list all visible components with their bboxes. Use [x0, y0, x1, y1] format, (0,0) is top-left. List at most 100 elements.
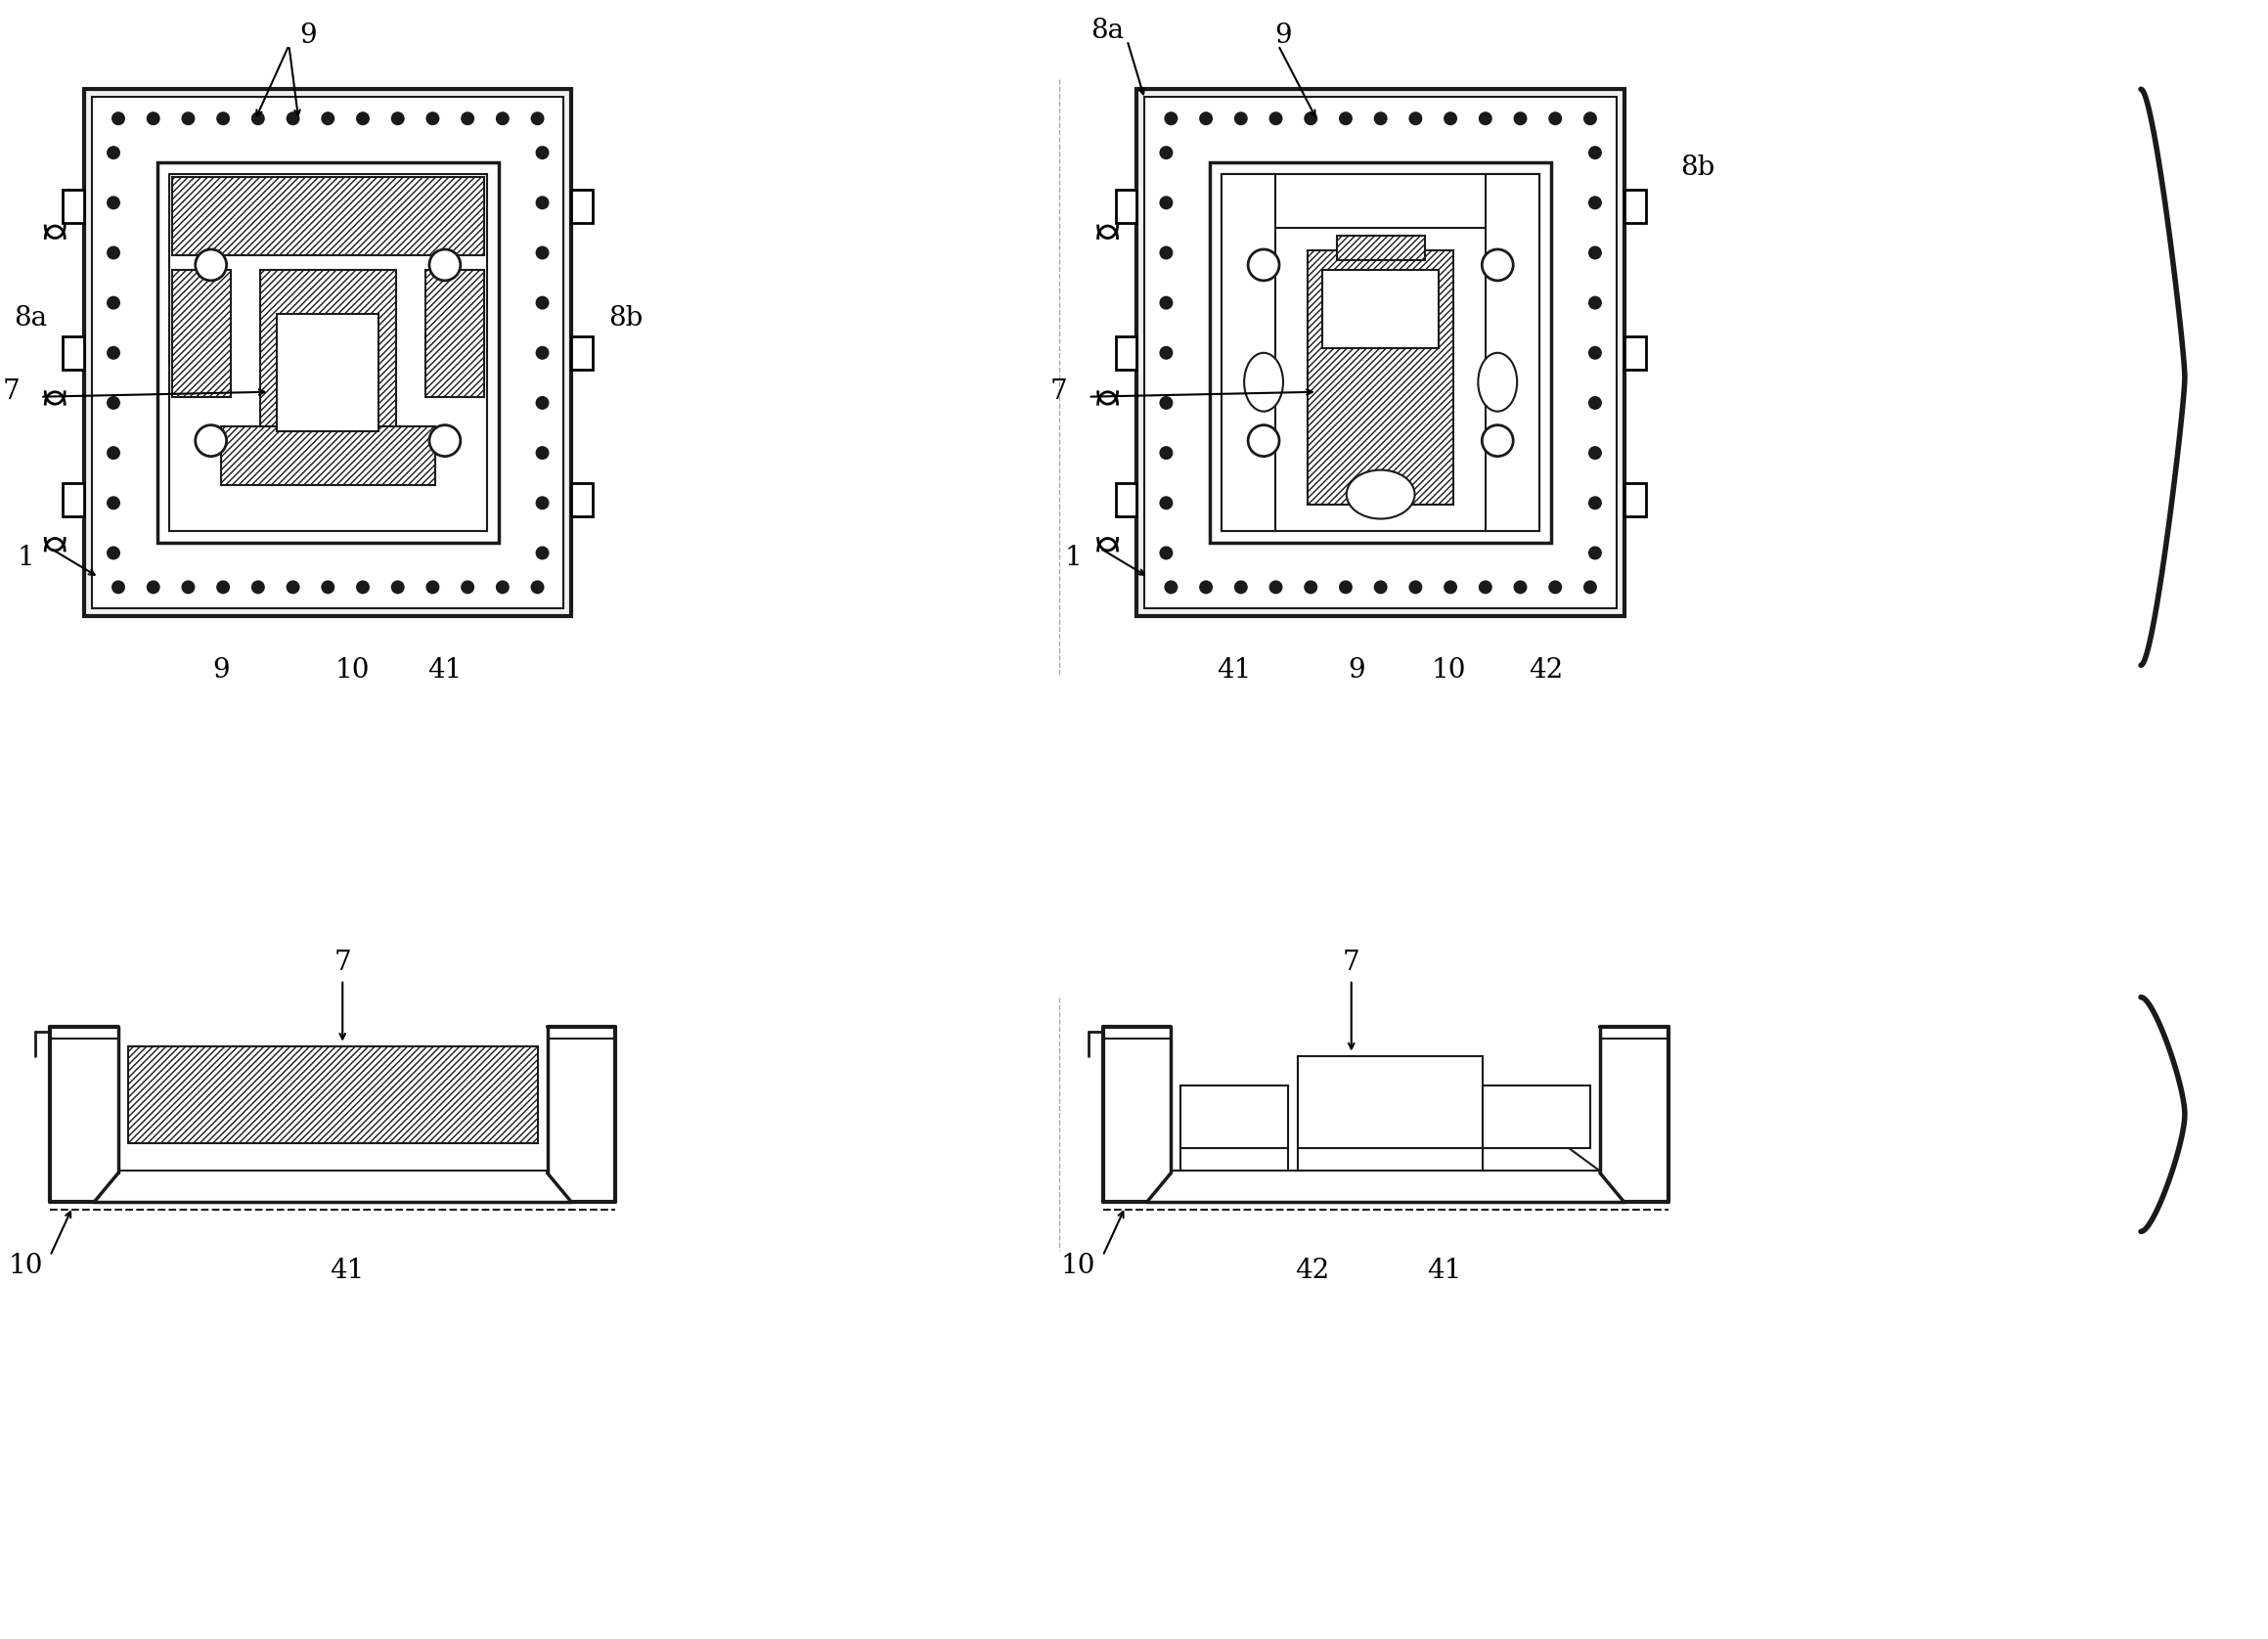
Circle shape	[1588, 446, 1601, 459]
Bar	[572, 190, 592, 223]
Circle shape	[111, 111, 125, 125]
Circle shape	[1445, 111, 1458, 125]
Bar	[1116, 336, 1136, 369]
Circle shape	[195, 249, 227, 280]
Circle shape	[429, 425, 460, 456]
Circle shape	[107, 197, 120, 210]
Bar	[1297, 1056, 1483, 1149]
Text: 10: 10	[1431, 657, 1465, 683]
Circle shape	[1159, 146, 1173, 159]
Text: 1: 1	[1066, 544, 1082, 570]
Bar	[426, 270, 483, 397]
Circle shape	[535, 246, 549, 259]
Text: 41: 41	[429, 657, 463, 683]
Text: 8b: 8b	[608, 305, 642, 331]
Circle shape	[1159, 346, 1173, 359]
Bar	[172, 177, 483, 256]
Bar	[220, 426, 435, 485]
Circle shape	[1513, 580, 1526, 593]
Bar	[1211, 162, 1551, 543]
Text: 8a: 8a	[1091, 18, 1125, 44]
Circle shape	[1338, 111, 1352, 125]
Circle shape	[1304, 111, 1318, 125]
Circle shape	[1159, 497, 1173, 510]
Circle shape	[322, 111, 336, 125]
Bar	[1222, 174, 1540, 228]
Circle shape	[1588, 297, 1601, 310]
Text: 8a: 8a	[14, 305, 48, 331]
Circle shape	[1200, 580, 1213, 593]
Text: 9: 9	[213, 657, 229, 683]
Circle shape	[535, 146, 549, 159]
Text: 10: 10	[1061, 1252, 1095, 1278]
Circle shape	[1234, 580, 1247, 593]
Circle shape	[107, 297, 120, 310]
Circle shape	[1583, 111, 1597, 125]
Bar	[172, 270, 231, 397]
Text: 41: 41	[1427, 1257, 1461, 1283]
Circle shape	[460, 580, 474, 593]
Circle shape	[147, 111, 161, 125]
Circle shape	[1445, 580, 1458, 593]
Circle shape	[535, 297, 549, 310]
Circle shape	[1588, 146, 1601, 159]
Circle shape	[1159, 446, 1173, 459]
Circle shape	[252, 111, 265, 125]
Circle shape	[426, 580, 440, 593]
Circle shape	[497, 111, 510, 125]
Circle shape	[1338, 580, 1352, 593]
Circle shape	[535, 197, 549, 210]
Circle shape	[322, 580, 336, 593]
Text: 42: 42	[1295, 1257, 1329, 1283]
Circle shape	[1588, 346, 1601, 359]
Bar	[84, 89, 572, 616]
Circle shape	[1588, 397, 1601, 410]
Text: 10: 10	[336, 657, 370, 683]
Bar	[170, 174, 488, 531]
Circle shape	[535, 546, 549, 561]
Circle shape	[107, 446, 120, 459]
Circle shape	[181, 580, 195, 593]
Text: 42: 42	[1529, 657, 1563, 683]
Text: 7: 7	[1050, 379, 1068, 405]
Circle shape	[1374, 111, 1388, 125]
Circle shape	[195, 425, 227, 456]
Circle shape	[1481, 249, 1513, 280]
Circle shape	[531, 580, 544, 593]
Bar	[1624, 190, 1647, 223]
Circle shape	[1374, 580, 1388, 593]
Text: 9: 9	[1347, 657, 1365, 683]
Bar	[127, 1046, 538, 1144]
Bar	[93, 97, 565, 608]
Ellipse shape	[1347, 470, 1415, 520]
Text: 41: 41	[331, 1257, 365, 1283]
Bar	[1486, 174, 1540, 531]
Circle shape	[1159, 246, 1173, 259]
Circle shape	[1588, 497, 1601, 510]
Circle shape	[1479, 580, 1492, 593]
Circle shape	[1163, 580, 1177, 593]
Bar	[1322, 270, 1440, 347]
Circle shape	[1270, 580, 1284, 593]
Bar	[64, 482, 84, 516]
Circle shape	[1583, 580, 1597, 593]
Circle shape	[535, 446, 549, 459]
Bar	[1336, 236, 1424, 261]
Text: 9: 9	[299, 23, 318, 49]
Circle shape	[460, 111, 474, 125]
Circle shape	[1159, 297, 1173, 310]
Text: 1: 1	[18, 544, 34, 570]
Circle shape	[1247, 249, 1279, 280]
Circle shape	[111, 580, 125, 593]
Circle shape	[107, 546, 120, 561]
Bar	[1624, 336, 1647, 369]
Circle shape	[1270, 111, 1284, 125]
Circle shape	[181, 111, 195, 125]
Text: 10: 10	[9, 1252, 43, 1278]
Bar	[1182, 1085, 1288, 1149]
Bar	[1145, 97, 1617, 608]
Bar	[1136, 89, 1624, 616]
Bar	[64, 336, 84, 369]
Circle shape	[497, 580, 510, 593]
Bar	[156, 162, 499, 543]
